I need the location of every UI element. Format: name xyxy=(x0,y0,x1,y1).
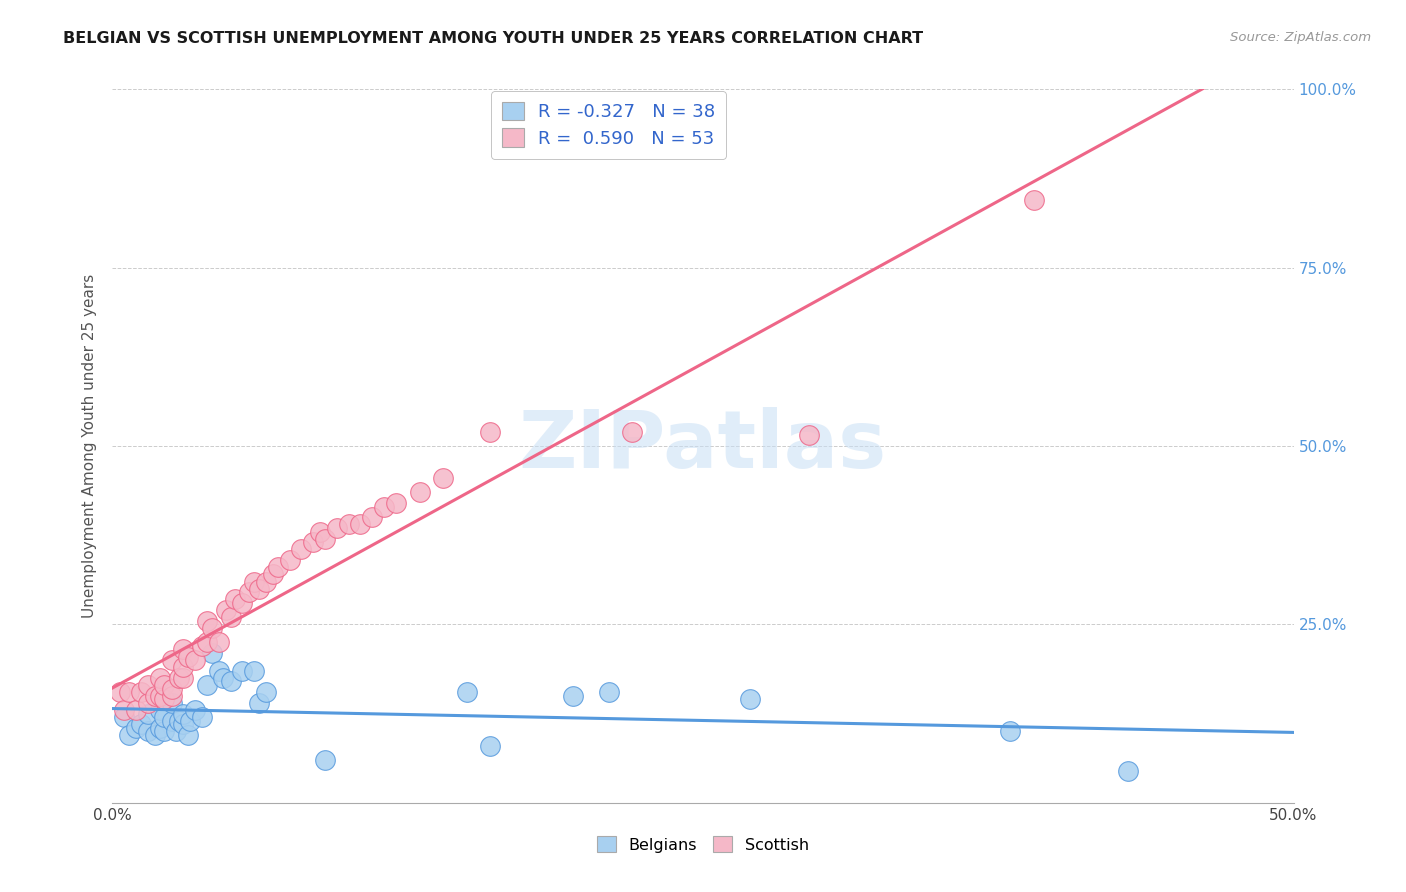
Point xyxy=(118,728,141,742)
Legend: Belgians, Scottish: Belgians, Scottish xyxy=(591,830,815,859)
Point xyxy=(598,685,620,699)
Point xyxy=(165,724,187,739)
Point xyxy=(243,664,266,678)
Point xyxy=(153,678,176,692)
Point xyxy=(153,724,176,739)
Point xyxy=(160,696,183,710)
Point xyxy=(740,692,762,706)
Point xyxy=(191,710,214,724)
Point xyxy=(160,689,183,703)
Point xyxy=(231,596,253,610)
Point xyxy=(224,592,246,607)
Point xyxy=(247,696,270,710)
Point xyxy=(247,582,270,596)
Point xyxy=(129,685,152,699)
Text: ZIPatlas: ZIPatlas xyxy=(519,407,887,485)
Point xyxy=(160,714,183,728)
Point xyxy=(112,703,135,717)
Point xyxy=(373,500,395,514)
Point xyxy=(112,710,135,724)
Point xyxy=(361,510,384,524)
Point xyxy=(479,739,502,753)
Point xyxy=(326,521,349,535)
Point xyxy=(302,535,325,549)
Point xyxy=(167,671,190,685)
Point xyxy=(172,642,194,657)
Point xyxy=(231,664,253,678)
Point xyxy=(118,685,141,699)
Point xyxy=(191,639,214,653)
Point xyxy=(184,703,207,717)
Point xyxy=(219,610,242,624)
Point xyxy=(177,728,200,742)
Point xyxy=(172,717,194,731)
Point xyxy=(998,724,1021,739)
Point xyxy=(479,425,502,439)
Point xyxy=(195,678,218,692)
Point xyxy=(309,524,332,539)
Point xyxy=(238,585,260,599)
Point xyxy=(184,653,207,667)
Point xyxy=(136,678,159,692)
Point xyxy=(108,685,131,699)
Point xyxy=(153,710,176,724)
Point xyxy=(243,574,266,589)
Point xyxy=(219,674,242,689)
Point xyxy=(290,542,312,557)
Point xyxy=(136,724,159,739)
Point xyxy=(136,696,159,710)
Point xyxy=(125,721,148,735)
Point xyxy=(172,706,194,721)
Y-axis label: Unemployment Among Youth under 25 years: Unemployment Among Youth under 25 years xyxy=(82,274,97,618)
Point xyxy=(179,714,201,728)
Point xyxy=(385,496,408,510)
Point xyxy=(129,717,152,731)
Point xyxy=(408,485,430,500)
Point xyxy=(278,553,301,567)
Point xyxy=(160,681,183,696)
Point xyxy=(201,646,224,660)
Point xyxy=(1022,193,1045,207)
Point xyxy=(621,425,644,439)
Point xyxy=(314,532,336,546)
Point xyxy=(160,653,183,667)
Point xyxy=(153,692,176,706)
Point xyxy=(254,685,277,699)
Point xyxy=(349,517,371,532)
Point xyxy=(172,660,194,674)
Point xyxy=(143,728,166,742)
Point xyxy=(456,685,478,699)
Point xyxy=(195,635,218,649)
Point xyxy=(208,635,231,649)
Point xyxy=(149,689,172,703)
Text: Source: ZipAtlas.com: Source: ZipAtlas.com xyxy=(1230,31,1371,45)
Point xyxy=(167,714,190,728)
Point xyxy=(195,614,218,628)
Point xyxy=(143,689,166,703)
Point xyxy=(149,671,172,685)
Point xyxy=(432,471,454,485)
Point xyxy=(125,703,148,717)
Point xyxy=(212,671,235,685)
Point xyxy=(337,517,360,532)
Point xyxy=(201,621,224,635)
Point xyxy=(177,649,200,664)
Point xyxy=(208,664,231,678)
Point xyxy=(267,560,290,574)
Point xyxy=(172,671,194,685)
Point xyxy=(1116,764,1139,778)
Point xyxy=(262,567,284,582)
Text: BELGIAN VS SCOTTISH UNEMPLOYMENT AMONG YOUTH UNDER 25 YEARS CORRELATION CHART: BELGIAN VS SCOTTISH UNEMPLOYMENT AMONG Y… xyxy=(63,31,924,46)
Point xyxy=(149,721,172,735)
Point xyxy=(215,603,238,617)
Point xyxy=(314,753,336,767)
Point xyxy=(254,574,277,589)
Point xyxy=(799,428,821,442)
Point xyxy=(136,706,159,721)
Point xyxy=(562,689,585,703)
Point xyxy=(149,703,172,717)
